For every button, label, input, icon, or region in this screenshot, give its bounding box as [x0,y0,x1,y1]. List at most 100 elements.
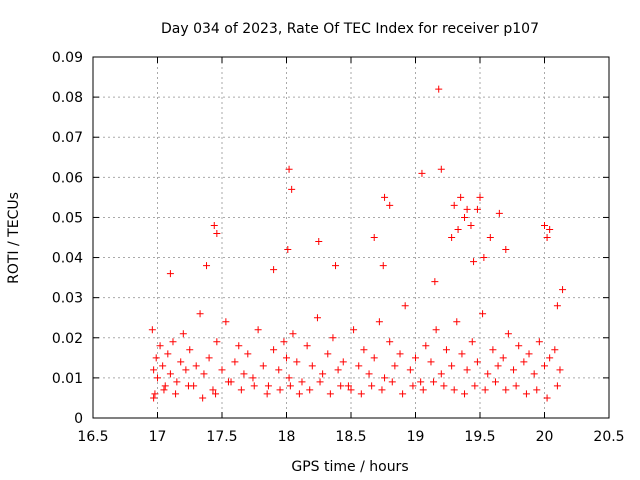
data-point [525,350,533,358]
data-point [479,310,487,318]
data-point [499,354,507,362]
data-point [344,382,352,390]
data-point [365,370,373,378]
data-point [203,262,211,270]
data-point [192,362,200,370]
data-point [293,358,301,366]
data-point [418,169,426,177]
data-point [512,382,520,390]
data-point [196,310,204,318]
data-point [213,338,221,346]
data-point [329,334,337,342]
data-point [240,370,248,378]
data-point [184,382,192,390]
data-point [166,270,174,278]
data-point [244,350,252,358]
data-point [172,390,180,398]
data-point [388,378,396,386]
data-point [249,374,257,382]
data-point [231,358,239,366]
data-point [453,318,461,326]
data-point [461,390,469,398]
data-point [347,386,355,394]
x-tick-label: 19.5 [464,429,495,445]
data-point [431,278,439,286]
data-point [160,386,168,394]
data-point [326,390,334,398]
data-point [409,382,417,390]
data-point [280,338,288,346]
y-tick-label: 0.09 [52,50,83,66]
data-point [152,354,160,362]
x-tick-label: 18.5 [335,429,366,445]
x-tick-label: 17 [149,429,167,445]
data-point [150,394,158,402]
data-point [522,390,530,398]
data-point [284,246,292,254]
y-tick-label: 0.08 [52,90,83,106]
data-point [470,258,478,266]
data-point [437,370,445,378]
data-point [515,342,523,350]
data-point [481,386,489,394]
data-point [494,362,502,370]
data-point [468,338,476,346]
data-point [467,221,475,229]
data-point [173,378,181,386]
data-point [448,234,456,241]
data-point [381,374,389,382]
data-point [502,246,510,254]
data-point [381,193,389,201]
y-tick-label: 0.05 [52,210,83,226]
grid [93,57,609,418]
data-point [556,366,564,374]
data-point [166,370,174,378]
data-point [427,358,435,366]
data-point [276,386,284,394]
data-point [303,342,311,350]
x-axis-ticks: 16.5 17 17.5 18 18.5 19 19.5 20 20.5 [77,57,625,445]
y-tick-label: 0.01 [52,371,83,387]
data-point [332,262,340,270]
data-point [179,330,187,338]
data-point [177,358,185,366]
data-point [357,390,365,398]
data-point [375,318,383,326]
data-point [275,366,283,374]
data-point [520,358,528,366]
data-point [454,225,462,233]
data-point [286,382,294,390]
data-point [289,330,297,338]
data-point [463,366,471,374]
data-point [379,262,387,270]
chart-title: Day 034 of 2023, Rate Of TEC Index for r… [161,21,539,37]
data-point [471,382,479,390]
data-point [422,342,430,350]
data-point [530,370,538,378]
data-point [368,382,376,390]
data-point [209,386,217,394]
data-point [473,205,481,213]
x-tick-label: 20 [536,429,554,445]
y-tick-label: 0.03 [52,291,83,307]
data-point [486,234,494,241]
x-tick-label: 19 [407,429,425,445]
y-tick-label: 0.02 [52,331,83,347]
data-point [337,382,345,390]
data-point [553,302,561,310]
data-point [435,85,443,93]
data-point [437,165,445,173]
data-point [350,326,358,334]
data-point [224,378,232,386]
data-point [360,346,368,354]
data-point [417,378,425,386]
data-point [476,193,484,201]
data-point [308,362,316,370]
data-point [442,346,450,354]
data-point [319,370,327,378]
data-point [283,354,290,362]
data-point [285,165,293,173]
data-point [315,238,323,246]
data-point [148,326,156,334]
